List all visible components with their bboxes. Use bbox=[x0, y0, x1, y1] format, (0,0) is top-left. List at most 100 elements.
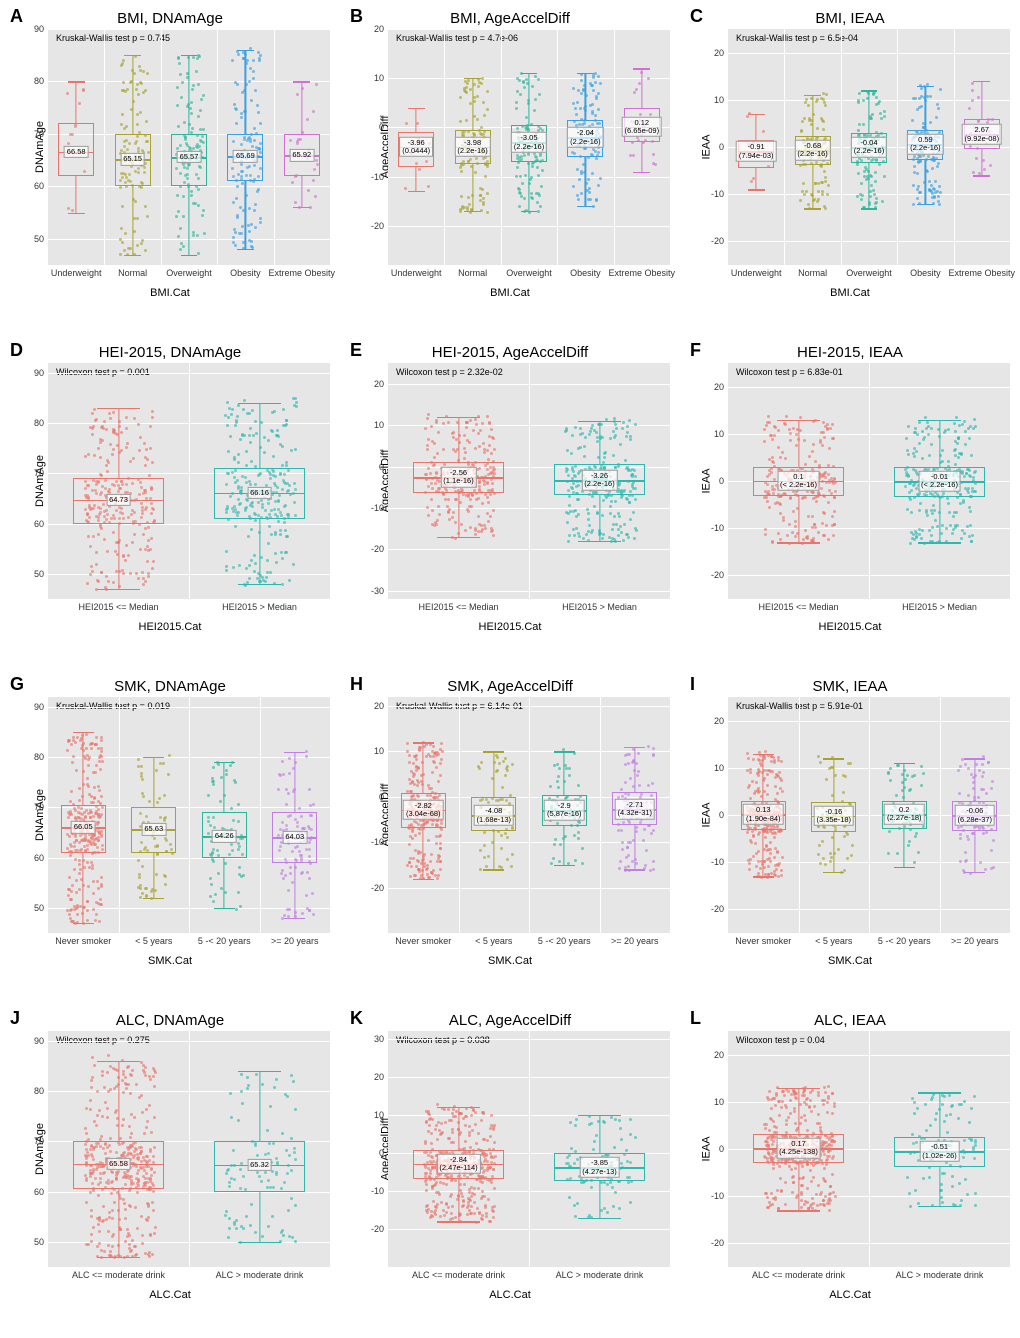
jitter-point bbox=[75, 891, 78, 894]
boxplot-group: 64.03 bbox=[260, 697, 331, 933]
jitter-point bbox=[111, 453, 114, 456]
jitter-point bbox=[915, 450, 918, 453]
jitter-point bbox=[580, 92, 583, 95]
ytick-label: 60 bbox=[34, 519, 48, 529]
jitter-point bbox=[954, 526, 957, 529]
panel-B: BBMI, AgeAccelDiffAgeAccelDiffKruskal-Wa… bbox=[340, 0, 680, 334]
jitter-point bbox=[426, 873, 429, 876]
jitter-point bbox=[914, 835, 917, 838]
group-value-label: 65.15 bbox=[120, 153, 145, 165]
x-axis-label: HEI2015.Cat bbox=[346, 621, 674, 633]
plot-area: Kruskal-Wallis test p = 6.5e-04-20-10010… bbox=[728, 29, 1010, 265]
jitter-point bbox=[626, 431, 629, 434]
jitter-point bbox=[84, 1127, 87, 1130]
jitter-point bbox=[804, 463, 807, 466]
boxplot-group: -2.9(5.87e-16) bbox=[529, 697, 600, 933]
jitter-point bbox=[136, 1191, 139, 1194]
x-axis-label: SMK.Cat bbox=[686, 955, 1014, 967]
jitter-point bbox=[620, 531, 623, 534]
jitter-point bbox=[769, 852, 772, 855]
jitter-point bbox=[96, 880, 99, 883]
jitter-point bbox=[951, 532, 954, 535]
jitter-point bbox=[989, 164, 992, 167]
jitter-point bbox=[558, 860, 561, 863]
jitter-point bbox=[524, 174, 527, 177]
jitter-point bbox=[107, 461, 110, 464]
jitter-point bbox=[990, 787, 993, 790]
panel-title: HEI-2015, IEAA bbox=[686, 344, 1014, 361]
jitter-point bbox=[474, 418, 477, 421]
jitter-point bbox=[921, 457, 924, 460]
jitter-point bbox=[288, 757, 291, 760]
jitter-point bbox=[957, 456, 960, 459]
jitter-point bbox=[862, 123, 865, 126]
jitter-point bbox=[493, 448, 496, 451]
panel-C: CBMI, IEAAIEAAKruskal-Wallis test p = 6.… bbox=[680, 0, 1020, 334]
jitter-point bbox=[916, 197, 919, 200]
jitter-point bbox=[426, 506, 429, 509]
xtick-label: < 5 years bbox=[135, 933, 172, 946]
group-value-label: 64.73 bbox=[106, 494, 131, 506]
jitter-point bbox=[970, 454, 973, 457]
jitter-point bbox=[257, 111, 260, 114]
jitter-point bbox=[86, 754, 89, 757]
whisker-cap bbox=[464, 211, 481, 212]
jitter-point bbox=[952, 515, 955, 518]
jitter-point bbox=[120, 449, 123, 452]
jitter-point bbox=[909, 542, 912, 545]
jitter-point bbox=[822, 421, 825, 424]
jitter-point bbox=[913, 861, 916, 864]
jitter-point bbox=[425, 755, 428, 758]
jitter-point bbox=[100, 903, 103, 906]
boxplot-group: 66.16 bbox=[189, 363, 330, 599]
whisker-cap bbox=[284, 752, 305, 753]
jitter-point bbox=[780, 869, 783, 872]
jitter-point bbox=[945, 527, 948, 530]
jitter-point bbox=[78, 888, 81, 891]
jitter-point bbox=[212, 900, 215, 903]
jitter-point bbox=[792, 510, 795, 513]
jitter-point bbox=[651, 782, 654, 785]
jitter-point bbox=[483, 856, 486, 859]
jitter-point bbox=[533, 109, 536, 112]
jitter-point bbox=[148, 474, 151, 477]
whisker-cap bbox=[237, 249, 254, 250]
jitter-point bbox=[411, 837, 414, 840]
jitter-point bbox=[469, 526, 472, 529]
jitter-point bbox=[125, 446, 128, 449]
jitter-point bbox=[523, 197, 526, 200]
jitter-point bbox=[500, 847, 503, 850]
jitter-point bbox=[452, 436, 455, 439]
jitter-point bbox=[794, 525, 797, 528]
jitter-point bbox=[202, 94, 205, 97]
panel-title: BMI, IEAA bbox=[686, 10, 1014, 27]
jitter-point bbox=[142, 583, 145, 586]
jitter-point bbox=[519, 175, 522, 178]
jitter-point bbox=[114, 1111, 117, 1114]
whisker bbox=[83, 732, 84, 805]
jitter-point bbox=[234, 424, 237, 427]
jitter-point bbox=[811, 450, 814, 453]
jitter-point bbox=[771, 438, 774, 441]
whisker-cap bbox=[293, 207, 310, 208]
jitter-point bbox=[784, 457, 787, 460]
jitter-point bbox=[875, 96, 878, 99]
panel-letter: D bbox=[10, 340, 23, 361]
jitter-point bbox=[531, 85, 534, 88]
jitter-point bbox=[825, 93, 828, 96]
xtick-label: Never smoker bbox=[55, 933, 111, 946]
jitter-point bbox=[629, 435, 632, 438]
jitter-point bbox=[417, 850, 420, 853]
jitter-point bbox=[251, 246, 254, 249]
xtick-label: Obesity bbox=[230, 265, 261, 278]
jitter-point bbox=[112, 448, 115, 451]
ytick-label: -20 bbox=[371, 883, 388, 893]
jitter-point bbox=[479, 849, 482, 852]
ytick-label: -20 bbox=[711, 236, 728, 246]
jitter-point bbox=[144, 205, 147, 208]
jitter-point bbox=[274, 531, 277, 534]
jitter-point bbox=[253, 570, 256, 573]
jitter-point bbox=[581, 432, 584, 435]
jitter-point bbox=[281, 557, 284, 560]
jitter-point bbox=[991, 780, 994, 783]
